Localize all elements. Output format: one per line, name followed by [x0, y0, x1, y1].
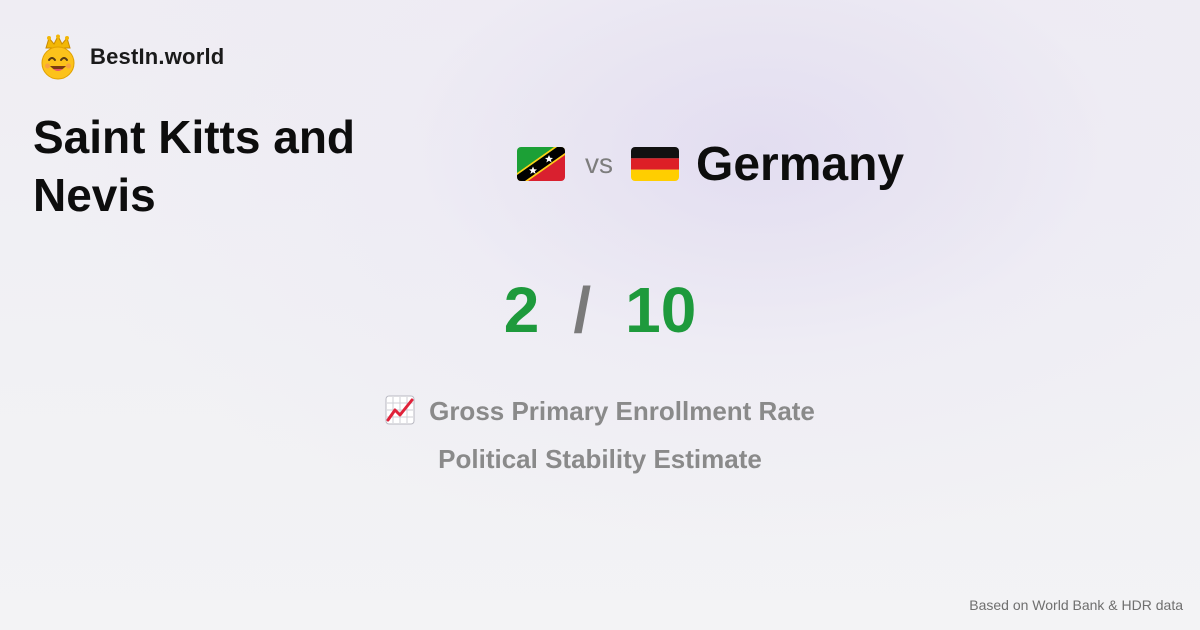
- country-a-title: Saint Kitts and Nevis: [33, 111, 356, 221]
- country-b-title: Germany: [696, 137, 905, 191]
- flag-germany-icon: [631, 147, 679, 181]
- metric-item: Political Stability Estimate: [0, 444, 1200, 475]
- data-source-footer: Based on World Bank & HDR data: [969, 597, 1183, 613]
- metric-label: Gross Primary Enrollment Rate: [429, 396, 815, 426]
- score: 2 / 10: [0, 272, 1200, 348]
- score-a: 2: [503, 274, 540, 346]
- score-b: 10: [625, 274, 697, 346]
- metric-label: Political Stability Estimate: [438, 444, 762, 474]
- flag-saint-kitts-and-nevis-icon: [517, 147, 565, 181]
- vs-label: vs: [585, 148, 613, 179]
- crowned-smiley-icon: [41, 34, 75, 80]
- vs-row: vs Germany: [517, 132, 904, 196]
- chart-increasing-icon: [385, 395, 415, 425]
- brand[interactable]: BestIn.world: [36, 34, 224, 80]
- brand-name: BestIn.world: [90, 44, 225, 69]
- score-separator: /: [573, 274, 592, 346]
- metric-item: Gross Primary Enrollment Rate: [0, 395, 1200, 427]
